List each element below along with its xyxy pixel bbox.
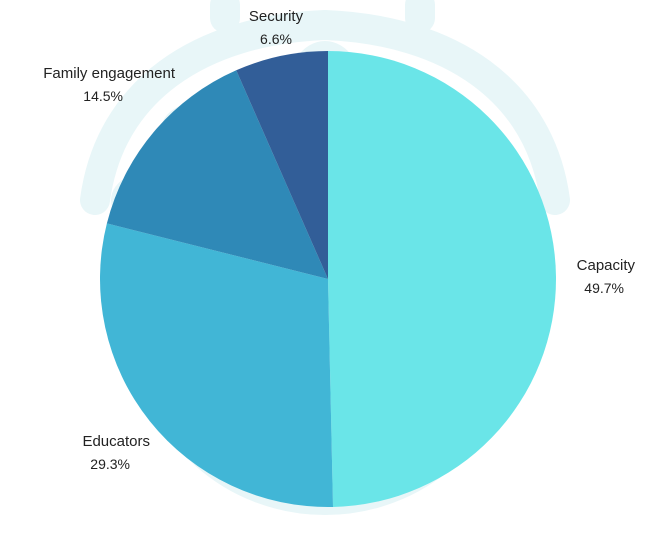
slice-label-group-family-engagement: Family engagement 14.5% <box>43 65 176 104</box>
pie-slice-capacity[interactable] <box>328 51 556 507</box>
slice-label-group-security: Security 6.6% <box>249 8 304 47</box>
pie-slice-family-engagement[interactable] <box>106 70 329 279</box>
slice-label-group-educators: Educators 29.3% <box>82 433 150 472</box>
slice-label-family-engagement: Family engagement <box>43 65 176 82</box>
slice-percent-capacity: 49.7% <box>584 280 624 296</box>
slice-percent-educators: 29.3% <box>90 456 130 472</box>
slice-label-group-capacity: Capacity 49.7% <box>577 257 636 296</box>
slice-percent-security: 6.6% <box>260 31 292 47</box>
slice-label-capacity: Capacity <box>577 257 636 274</box>
pie-slice-security[interactable] <box>236 51 328 279</box>
slice-label-educators: Educators <box>82 433 150 450</box>
pie-slices <box>99 51 556 507</box>
slice-label-security: Security <box>249 8 304 25</box>
slice-percent-family-engagement: 14.5% <box>83 88 123 104</box>
pie-labels: Capacity 49.7% Educators 29.3% Family engage… <box>43 8 635 472</box>
pie-slice-educators[interactable] <box>99 223 334 507</box>
